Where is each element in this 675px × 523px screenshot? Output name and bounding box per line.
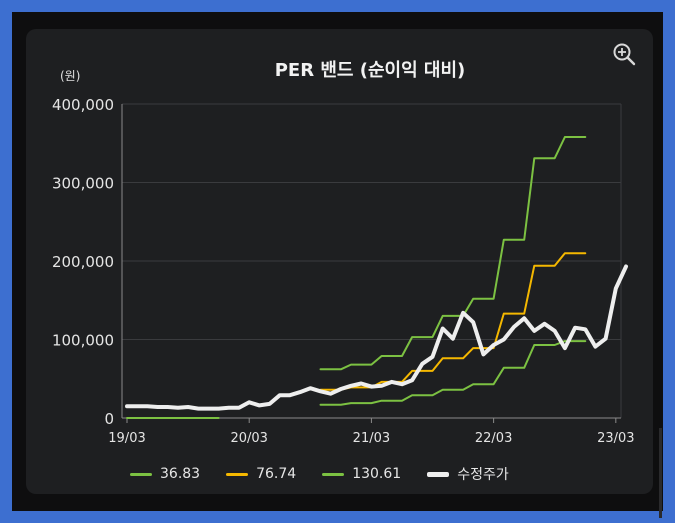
legend-swatch-76-74	[226, 472, 249, 476]
x-tick-label: 22/03	[475, 431, 512, 446]
legend-label-76-74: 76.74	[256, 466, 297, 482]
legend-label-adjusted-price: 수정주가	[457, 467, 509, 483]
legend-swatch-adjusted-price	[427, 471, 450, 477]
legend-item-36-83[interactable]: 36.83	[130, 466, 200, 482]
series-line-0-1	[319, 340, 587, 406]
chart-title: PER 밴드 (순이익 대비)	[274, 60, 466, 81]
x-tick-label: 21/03	[353, 431, 390, 446]
y-tick-label: 300,000	[52, 175, 114, 193]
legend-item-130-61[interactable]: 130.61	[322, 466, 401, 482]
y-tick-label: 400,000	[52, 96, 114, 114]
legend: 36.83 76.74 130.61 수정주가	[130, 462, 509, 486]
series-line-1-0	[319, 252, 587, 391]
y-axis-unit-label: (원)	[60, 69, 81, 83]
x-tick-label: 23/03	[597, 431, 634, 446]
zoom-in-icon[interactable]	[612, 42, 636, 66]
x-tick-label: 20/03	[230, 431, 267, 446]
series-line-2-0	[319, 136, 587, 371]
y-tick-label: 100,000	[52, 332, 114, 350]
legend-swatch-36-83	[130, 472, 152, 476]
x-tick-label: 19/03	[108, 431, 145, 446]
legend-label-36-83: 36.83	[160, 466, 201, 482]
y-tick-label: 200,000	[52, 253, 114, 271]
legend-item-76-74[interactable]: 76.74	[226, 466, 296, 482]
legend-label-130-61: 130.61	[352, 466, 402, 482]
legend-swatch-130-61	[322, 472, 345, 476]
y-tick-label: 0	[104, 410, 114, 428]
scroll-edge	[659, 428, 662, 518]
series-line-3-0	[125, 264, 628, 411]
legend-item-adjusted-price[interactable]: 수정주가	[427, 464, 509, 484]
